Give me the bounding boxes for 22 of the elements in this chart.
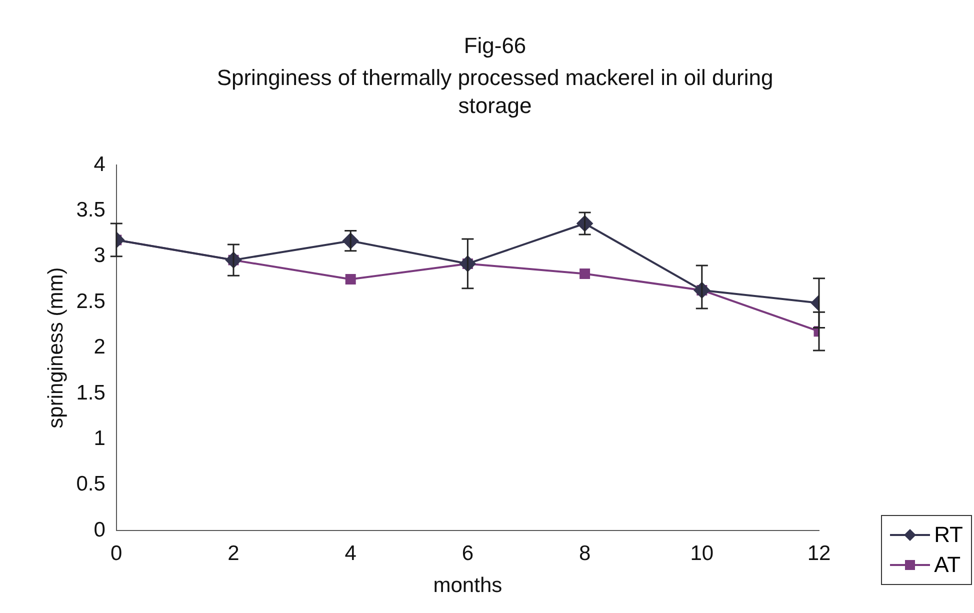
x-tick-label: 0 xyxy=(110,542,122,565)
x-tick-label: 4 xyxy=(344,542,357,565)
x-tick-label: 6 xyxy=(462,542,474,565)
legend-label: RT xyxy=(934,522,963,548)
y-tick-label: 4 xyxy=(94,152,106,176)
x-tick-label: 10 xyxy=(690,542,714,565)
x-tick-label: 2 xyxy=(228,542,240,565)
y-tick-label: 1 xyxy=(94,426,106,450)
y-tick-label: 1.5 xyxy=(76,381,106,404)
y-tick-label: 3 xyxy=(94,244,106,268)
x-axis-title: months xyxy=(433,574,502,598)
legend-label: AT xyxy=(934,552,961,578)
y-tick-label: 2 xyxy=(94,336,106,359)
y-axis-title: springiness (mm) xyxy=(44,267,68,428)
x-tick-label: 8 xyxy=(578,542,591,565)
chart-title: Fig-66 xyxy=(462,32,528,60)
y-tick-label: 2.5 xyxy=(76,290,106,313)
y-tick-label: 0.5 xyxy=(76,472,106,496)
y-tick-label: 3.5 xyxy=(76,198,106,222)
y-tick-label: 0 xyxy=(94,518,106,542)
x-tick-label: 12 xyxy=(807,542,831,565)
chart-subtitle: Springiness of thermally processed mackerel in oil during storage xyxy=(216,64,774,120)
